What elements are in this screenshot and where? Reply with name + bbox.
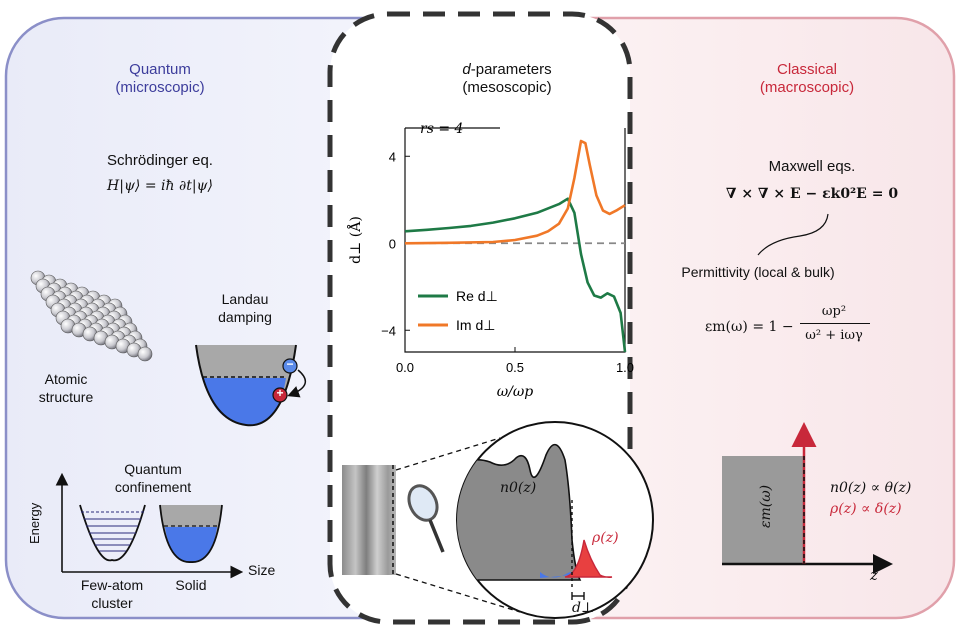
y-tick-label: 0 — [389, 236, 396, 251]
y-axis-label: d⊥ (Å) — [346, 216, 364, 264]
y-tick-label: −4 — [381, 323, 396, 338]
mesoscopic-title-rest: -parameters — [470, 61, 552, 78]
few-atom-label-2: cluster — [91, 595, 133, 611]
rho-relation: ρ(z) ∝ δ(z) — [830, 501, 902, 517]
permittivity-leader-line — [757, 213, 829, 256]
dperp-label: d⊥ — [572, 600, 595, 616]
mesoscopic-subtitle: (mesoscopic) — [462, 79, 552, 96]
confinement-label-1: Quantum — [124, 461, 182, 477]
drude-denominator: ω² + iωγ — [805, 328, 863, 343]
x-tick-label: 1.0 — [616, 360, 634, 375]
schrodinger-equation: H|ψ⟩ = iħ ∂t|ψ⟩ — [107, 178, 213, 194]
atom-sphere — [137, 346, 153, 362]
n0-relation: n0(z) ∝ θ(z) — [830, 480, 912, 496]
mesoscopic-title: d-parameters — [462, 61, 551, 78]
classical-step-plot — [722, 422, 893, 574]
magnifier-icon — [407, 484, 445, 553]
drude-lhs: εm(ω) = 1 − — [705, 319, 794, 335]
classical-subtitle: (macroscopic) — [759, 79, 855, 96]
confinement-label-2: confinement — [114, 479, 192, 495]
z-axis-label: z — [870, 566, 878, 584]
electron-sign: − — [286, 357, 294, 371]
size-axis-label: Size — [248, 562, 276, 578]
atomic-structure-icon — [30, 270, 153, 362]
mesoscopic-title-d: d — [462, 61, 471, 78]
energy-axis-label: Energy — [27, 502, 42, 544]
x-tick-label: 0.5 — [506, 360, 524, 375]
series-line-0 — [404, 197, 627, 353]
solid-label: Solid — [175, 577, 207, 593]
epsilon-box-label: εm(ω) — [758, 484, 774, 528]
quantum-subtitle: (microscopic) — [115, 79, 205, 96]
permittivity-label: Permittivity (local & bulk) — [681, 264, 835, 280]
legend-label-0: Re d⊥ — [456, 288, 498, 304]
few-atom-label-1: Few-atom — [80, 577, 144, 593]
x-axis-label: ω/ωp — [497, 384, 534, 400]
rho-label: ρ(z) — [592, 530, 619, 546]
atomic-label-2: structure — [38, 389, 94, 405]
confinement-plot — [55, 472, 244, 579]
schrodinger-title: Schrödinger eq. — [107, 152, 213, 169]
series-line-1 — [404, 139, 626, 245]
d-parameter-chart: 0.0 0.5 1.0 4 0 −4 Re d⊥ Im d⊥ ω/ωp d⊥ (Å) rs = 4 — [346, 121, 634, 400]
atomic-label-1: Atomic — [44, 371, 88, 387]
landau-label-1: Landau — [221, 291, 269, 307]
drude-fraction-bar — [800, 323, 870, 324]
quantum-title: Quantum — [129, 61, 191, 78]
y-tick-label: 4 — [389, 149, 396, 164]
maxwell-equation: ∇ × ∇ × E − εk0²E = 0 — [725, 186, 899, 202]
landau-label-2: damping — [218, 309, 272, 325]
surface-zoom-illustration — [342, 421, 654, 619]
density-label: n0(z) — [500, 480, 537, 496]
chart-annotation: rs = 4 — [420, 121, 463, 137]
drude-numerator: ωp² — [821, 304, 847, 319]
landau-damping-icon — [195, 344, 307, 427]
classical-title: Classical — [776, 61, 838, 78]
legend-label-1: Im d⊥ — [456, 317, 495, 333]
maxwell-title: Maxwell eqs. — [768, 158, 856, 175]
hole-sign: + — [276, 386, 284, 400]
x-tick-label: 0.0 — [396, 360, 414, 375]
